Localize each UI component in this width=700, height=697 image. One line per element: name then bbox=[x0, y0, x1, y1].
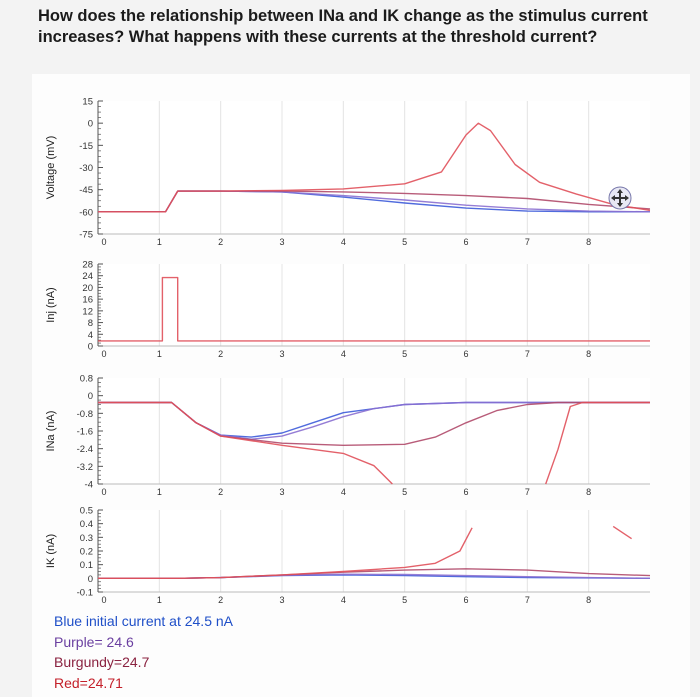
ina-x-tick-label: 3 bbox=[279, 487, 284, 497]
voltage-x-tick-label: 3 bbox=[279, 237, 284, 247]
ik-y-tick-label: 0.4 bbox=[80, 519, 93, 530]
inj-y-tick-label: 8 bbox=[88, 318, 93, 329]
ina-y-label: INa (nA) bbox=[45, 411, 57, 452]
voltage-x-tick-label: 0 bbox=[101, 237, 106, 247]
figure-panel: 15 0 -15 -30 -45 -60 -75 0 1 2 3 4 5 6 7 8 Voltage (mV) 2… bbox=[32, 74, 690, 697]
inj-x-tick-label: 4 bbox=[341, 349, 346, 359]
current-legend: Blue initial current at 24.5 nA Purple= … bbox=[54, 611, 233, 693]
ik-series-red bbox=[612, 525, 632, 540]
inj-x-tick-label: 2 bbox=[218, 349, 223, 359]
ik-x-tick-label: 1 bbox=[157, 595, 162, 605]
ina-x-tick-label: 6 bbox=[463, 487, 468, 497]
legend-red: Red=24.71 bbox=[54, 674, 123, 691]
inj-y-label: Inj (nA) bbox=[45, 287, 57, 322]
voltage-series-red bbox=[98, 122, 651, 213]
inj-y-tick-label: 4 bbox=[88, 330, 93, 341]
voltage-y-tick-label: -60 bbox=[79, 207, 93, 218]
voltage-x-tick-label: 2 bbox=[218, 237, 223, 247]
ik-x-tick-label: 4 bbox=[341, 595, 346, 605]
ina-x-tick-label: 2 bbox=[218, 487, 223, 497]
ina-series-red bbox=[545, 401, 650, 485]
ik-y-label: IK (nA) bbox=[45, 534, 57, 568]
ina-y-tick-label: -2.4 bbox=[77, 444, 93, 455]
voltage-y-tick-label: -75 bbox=[79, 230, 93, 241]
ik-x-tick-label: 6 bbox=[463, 595, 468, 605]
ina-x-tick-label: 5 bbox=[402, 487, 407, 497]
legend-burgundy: Burgundy=24.7 bbox=[54, 654, 150, 670]
ina-x-tick-label: 4 bbox=[341, 487, 346, 497]
ik-x-tick-label: 8 bbox=[586, 595, 591, 605]
inj-y-tick-label: 0 bbox=[88, 342, 93, 353]
ina-y-tick-label: 0.8 bbox=[80, 374, 93, 385]
inj-y-tick-label: 12 bbox=[82, 306, 93, 317]
ik-plot-area bbox=[98, 510, 650, 592]
inj-y-tick-label: 20 bbox=[82, 283, 93, 294]
voltage-x-tick-label: 7 bbox=[525, 237, 530, 247]
ina-plot-area bbox=[98, 378, 650, 484]
inj-y-tick-label: 16 bbox=[82, 295, 93, 306]
inj-y-tick-label: 24 bbox=[82, 271, 93, 282]
voltage-y-tick-label: 15 bbox=[82, 97, 93, 108]
ik-y-tick-label: -0.1 bbox=[77, 588, 93, 599]
inj-series-red bbox=[98, 276, 650, 342]
legend-blue: Blue initial current at 24.5 nA bbox=[54, 613, 233, 629]
inj-x-tick-label: 7 bbox=[525, 349, 530, 359]
ik-x-tick-label: 7 bbox=[525, 595, 530, 605]
inj-x-tick-label: 1 bbox=[157, 349, 162, 359]
ina-y-tick-label: 0 bbox=[88, 391, 93, 402]
ik-y-tick-label: 0.2 bbox=[80, 547, 93, 558]
voltage-y-tick-label: -30 bbox=[79, 163, 93, 174]
inj-x-tick-label: 8 bbox=[586, 349, 591, 359]
voltage-y-label: Voltage (mV) bbox=[45, 136, 57, 200]
ina-series-red bbox=[98, 401, 393, 485]
ina-y-tick-label: -4 bbox=[85, 480, 93, 491]
ik-y-tick-label: 0 bbox=[88, 574, 93, 585]
move-cursor-icon bbox=[608, 186, 632, 210]
voltage-x-tick-label: 6 bbox=[463, 237, 468, 247]
ik-y-tick-label: 0.1 bbox=[80, 560, 93, 571]
ik-y-tick-label: 0.5 bbox=[80, 506, 93, 517]
voltage-x-tick-label: 8 bbox=[586, 237, 591, 247]
ina-x-tick-label: 8 bbox=[586, 487, 591, 497]
ina-x-tick-label: 7 bbox=[525, 487, 530, 497]
ina-y-tick-label: -0.8 bbox=[77, 409, 93, 420]
legend-purple: Purple= 24.6 bbox=[54, 633, 134, 650]
ik-x-tick-label: 5 bbox=[402, 595, 407, 605]
inj-x-tick-label: 3 bbox=[279, 349, 284, 359]
inj-x-tick-label: 0 bbox=[101, 349, 106, 359]
ik-x-tick-label: 0 bbox=[101, 595, 106, 605]
voltage-y-tick-label: -15 bbox=[79, 141, 93, 152]
ik-x-tick-label: 2 bbox=[218, 595, 223, 605]
voltage-x-tick-label: 1 bbox=[157, 237, 162, 247]
ina-y-tick-label: -1.6 bbox=[77, 427, 93, 438]
voltage-x-tick-label: 5 bbox=[402, 237, 407, 247]
voltage-y-tick-label: -45 bbox=[79, 185, 93, 196]
inj-plot-area bbox=[98, 264, 650, 346]
question-text: How does the relationship between INa an… bbox=[38, 7, 648, 46]
inj-y-tick-label: 28 bbox=[82, 260, 93, 271]
ina-x-tick-label: 1 bbox=[157, 487, 162, 497]
inj-x-tick-label: 5 bbox=[402, 349, 407, 359]
ik-y-tick-label: 0.3 bbox=[80, 533, 93, 544]
voltage-x-tick-label: 4 bbox=[341, 237, 346, 247]
voltage-y-tick-label: 0 bbox=[88, 119, 93, 130]
voltage-plot-area bbox=[98, 101, 650, 234]
ina-y-tick-label: -3.2 bbox=[77, 462, 93, 473]
ik-x-tick-label: 3 bbox=[279, 595, 284, 605]
ina-x-tick-label: 0 bbox=[101, 487, 106, 497]
inj-x-tick-label: 6 bbox=[463, 349, 468, 359]
ik-series-red bbox=[98, 527, 473, 579]
